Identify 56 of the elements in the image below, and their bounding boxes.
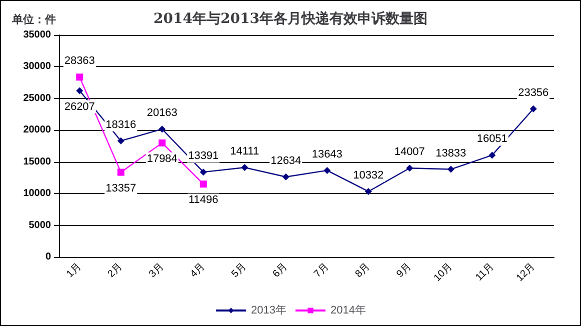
x-tick-label: 5月 xyxy=(230,261,249,280)
x-tick-label: 8月 xyxy=(353,261,372,280)
x-tick-label: 10月 xyxy=(432,261,455,284)
data-label: 20163 xyxy=(146,107,178,120)
data-label: 13391 xyxy=(188,150,219,162)
y-tick-label: 10000 xyxy=(23,188,52,200)
point xyxy=(241,164,248,171)
data-label: 17984 xyxy=(146,152,178,165)
data-label: 10332 xyxy=(353,169,384,182)
data-label: 14111 xyxy=(230,145,260,158)
data-label: 14007 xyxy=(394,146,425,158)
y-axis-title: 单位：件 xyxy=(11,13,56,26)
point xyxy=(282,173,290,180)
point xyxy=(117,168,124,176)
x-tick-label: 3月 xyxy=(147,261,166,280)
point xyxy=(158,139,166,146)
point xyxy=(324,166,331,174)
data-label: 16051 xyxy=(476,133,508,146)
data-label: 13833 xyxy=(436,147,466,160)
y-tick-label: 0 xyxy=(45,252,52,262)
data-label: 13357 xyxy=(106,182,136,194)
x-tick-label: 12月 xyxy=(514,261,538,284)
y-tick-label: 25000 xyxy=(23,92,52,104)
data-label: 26207 xyxy=(64,100,95,113)
point xyxy=(364,188,372,195)
data-label: 28363 xyxy=(64,55,95,68)
point xyxy=(200,168,207,176)
point xyxy=(406,164,414,172)
x-tick-label: 4月 xyxy=(188,261,208,280)
point xyxy=(447,166,454,173)
x-tick-label: 7月 xyxy=(312,261,332,280)
x-tick-label: 9月 xyxy=(394,261,414,280)
y-tick-label: 30000 xyxy=(23,61,52,72)
data-label: 11496 xyxy=(188,194,218,206)
x-tick-label: 6月 xyxy=(270,261,290,280)
x-tick-label: 2月 xyxy=(106,261,125,280)
point xyxy=(158,126,166,133)
x-tick-label: 1月 xyxy=(64,261,84,280)
y-tick-label: 5000 xyxy=(28,220,52,231)
data-label: 23356 xyxy=(518,86,549,99)
chart-title: 2014年与2013年各月快递有效申诉数量图 xyxy=(154,10,428,27)
point xyxy=(200,180,207,188)
point xyxy=(76,74,84,81)
point xyxy=(76,87,84,94)
y-tick-label: 20000 xyxy=(23,124,52,136)
x-tick-label: 11月 xyxy=(474,261,496,284)
y-tick-label: 15000 xyxy=(23,156,52,168)
legend-label: 2014年 xyxy=(330,304,366,316)
y-tick-label: 35000 xyxy=(23,30,52,40)
data-label: 13643 xyxy=(312,148,342,160)
data-label: 12634 xyxy=(270,154,302,167)
point xyxy=(488,152,496,159)
legend-label: 2013年 xyxy=(251,304,287,316)
point xyxy=(117,137,124,144)
data-label: 18316 xyxy=(106,118,136,131)
point xyxy=(530,105,537,112)
